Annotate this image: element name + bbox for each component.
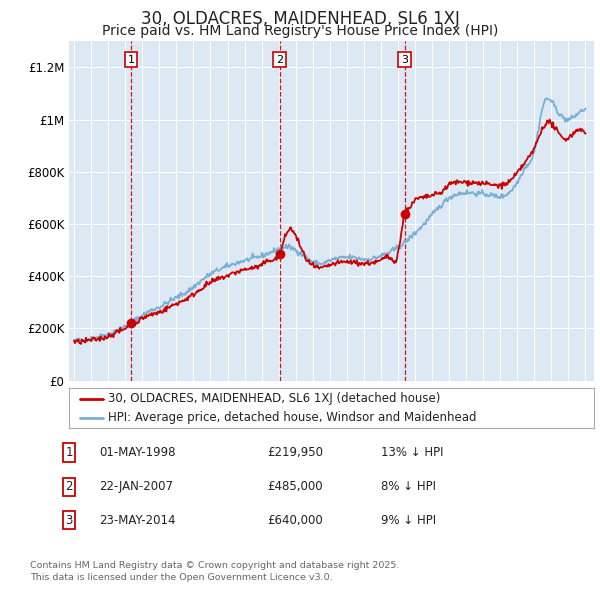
- Text: 22-JAN-2007: 22-JAN-2007: [99, 480, 173, 493]
- Text: £219,950: £219,950: [267, 446, 323, 459]
- Text: HPI: Average price, detached house, Windsor and Maidenhead: HPI: Average price, detached house, Wind…: [109, 411, 477, 424]
- Text: This data is licensed under the Open Government Licence v3.0.: This data is licensed under the Open Gov…: [30, 572, 332, 582]
- Text: 1: 1: [127, 54, 134, 64]
- Text: 23-MAY-2014: 23-MAY-2014: [99, 514, 176, 527]
- Text: 01-MAY-1998: 01-MAY-1998: [99, 446, 176, 459]
- Text: 2: 2: [276, 54, 283, 64]
- Text: Contains HM Land Registry data © Crown copyright and database right 2025.: Contains HM Land Registry data © Crown c…: [30, 560, 400, 570]
- Text: 1: 1: [65, 446, 73, 459]
- Text: £640,000: £640,000: [267, 514, 323, 527]
- Text: 2: 2: [65, 480, 73, 493]
- Text: 9% ↓ HPI: 9% ↓ HPI: [381, 514, 436, 527]
- Text: 30, OLDACRES, MAIDENHEAD, SL6 1XJ (detached house): 30, OLDACRES, MAIDENHEAD, SL6 1XJ (detac…: [109, 392, 441, 405]
- Text: 30, OLDACRES, MAIDENHEAD, SL6 1XJ: 30, OLDACRES, MAIDENHEAD, SL6 1XJ: [140, 10, 460, 28]
- Text: Price paid vs. HM Land Registry's House Price Index (HPI): Price paid vs. HM Land Registry's House …: [102, 24, 498, 38]
- Text: 8% ↓ HPI: 8% ↓ HPI: [381, 480, 436, 493]
- Text: 3: 3: [65, 514, 73, 527]
- Text: 3: 3: [401, 54, 408, 64]
- Text: 13% ↓ HPI: 13% ↓ HPI: [381, 446, 443, 459]
- Text: £485,000: £485,000: [267, 480, 323, 493]
